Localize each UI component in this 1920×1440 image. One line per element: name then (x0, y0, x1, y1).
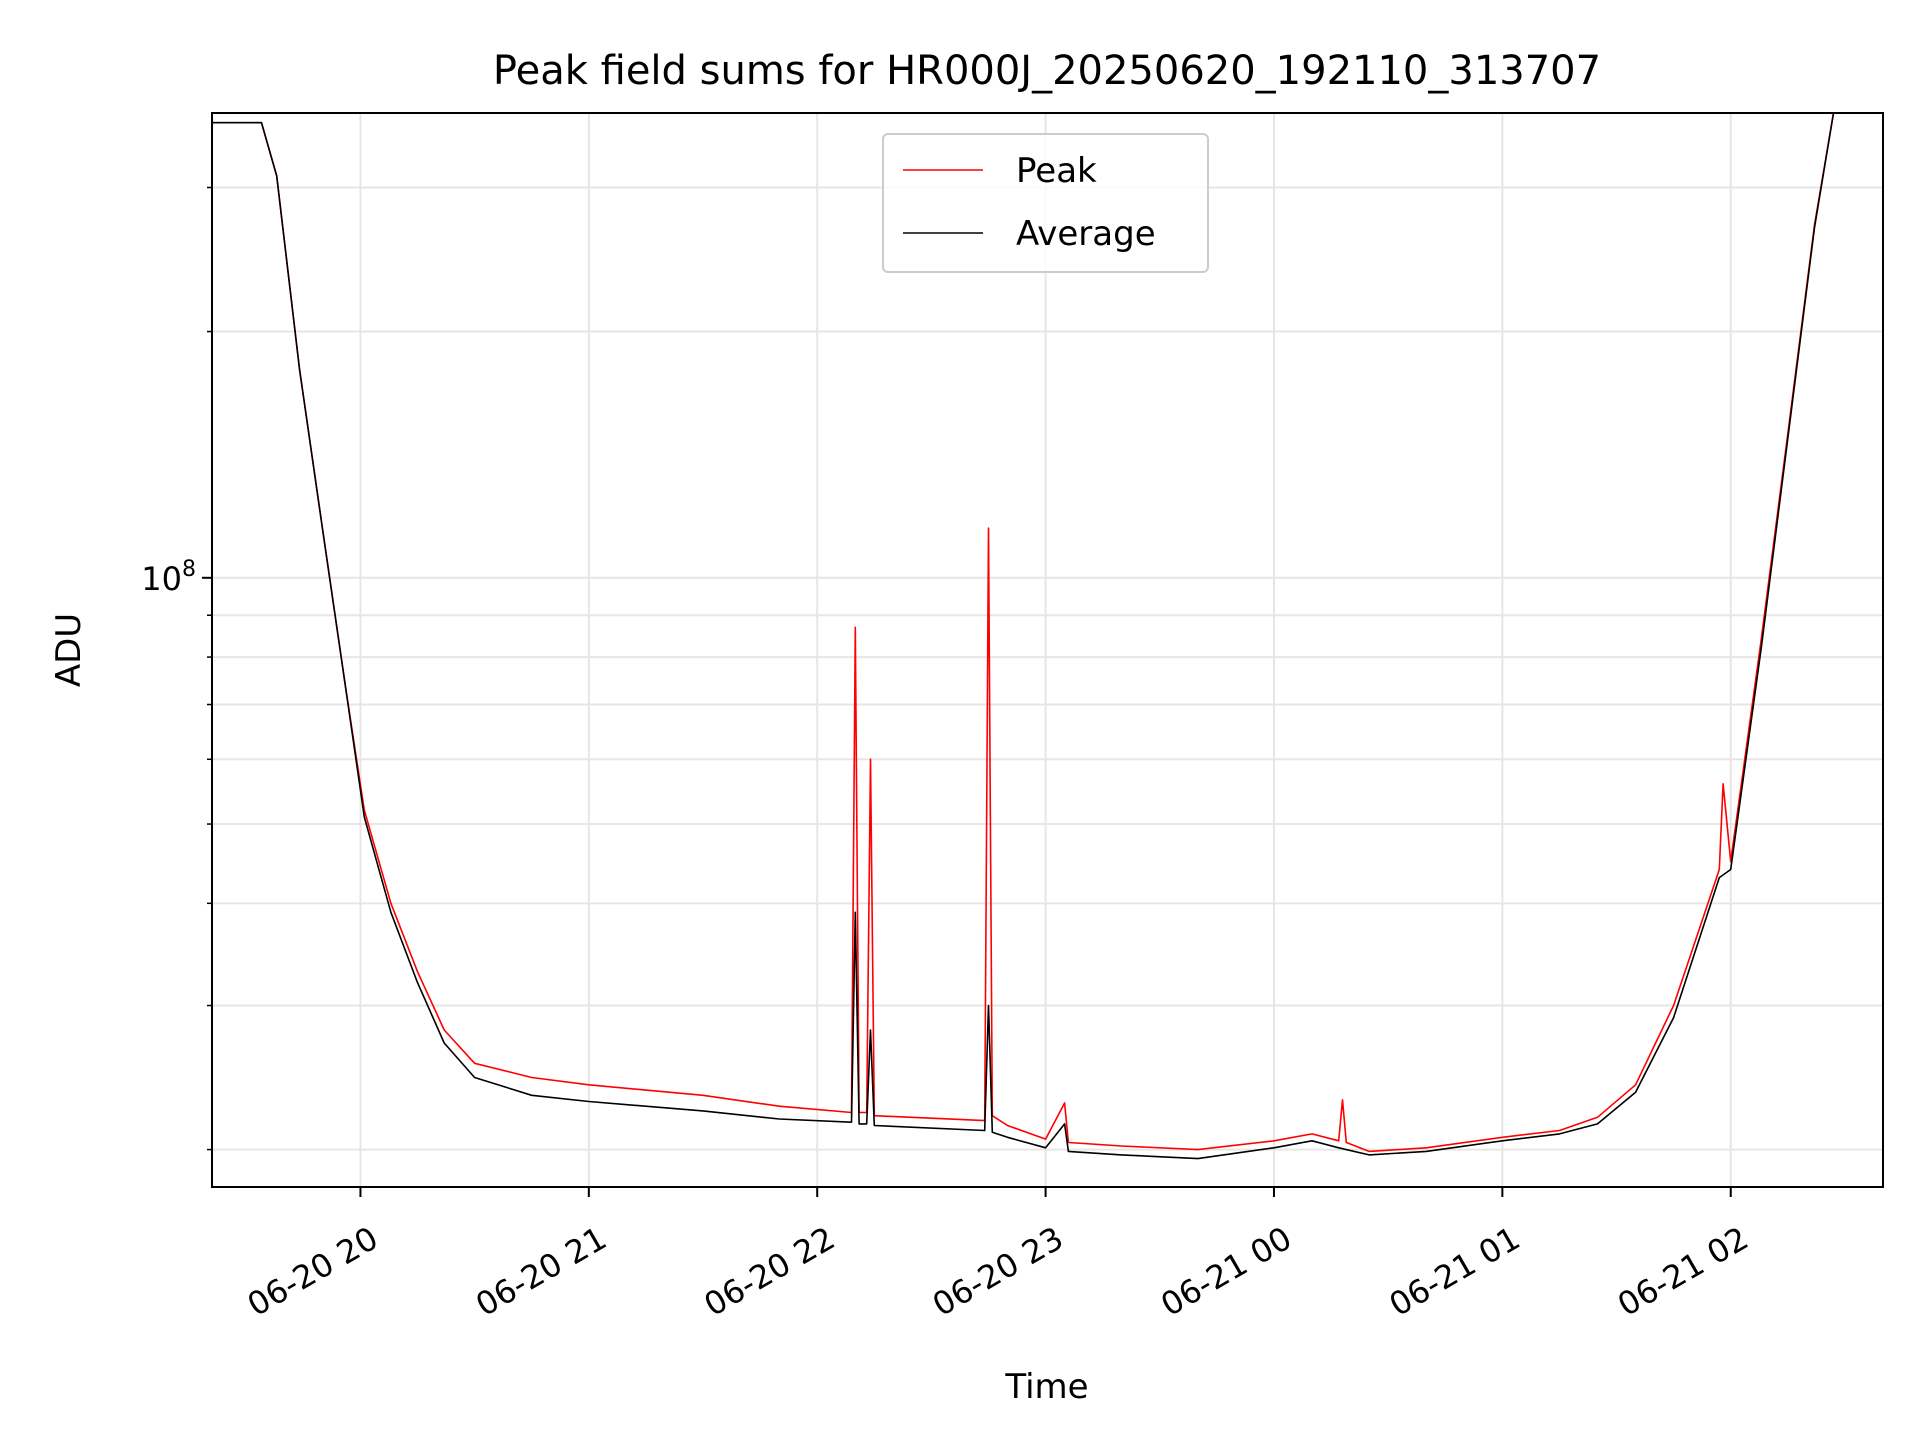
plot-frame (211, 112, 1884, 1188)
series-line-average (212, 113, 1883, 1160)
x-tick-label: 06-21 01 (1383, 1219, 1527, 1324)
y-axis: 108 (141, 186, 212, 1151)
x-tick-label: 06-21 02 (1611, 1219, 1755, 1324)
grid (212, 113, 1883, 1187)
legend-box (882, 133, 1209, 273)
chart-title: Peak field sums for HR000J_20250620_1921… (493, 48, 1601, 94)
x-tick-label: 06-20 22 (698, 1219, 842, 1324)
legend-label-peak: Peak (1016, 151, 1097, 191)
series-line-peak (212, 113, 1883, 1153)
x-tick-label: 06-21 00 (1154, 1219, 1298, 1324)
x-axis: 06-20 20 06-20 21 06-20 22 06-20 23 06-21 00… (241, 1187, 1755, 1324)
y-axis-label: ADU (49, 613, 89, 687)
y-tick-label: 108 (141, 557, 196, 598)
x-tick-label: 06-20 20 (241, 1219, 385, 1324)
x-axis-label: Time (1004, 1367, 1088, 1407)
legend: Peak Average (882, 133, 1209, 273)
x-tick-label: 06-20 23 (926, 1219, 1070, 1324)
legend-label-average: Average (1016, 214, 1156, 254)
x-tick-label: 06-20 21 (469, 1219, 613, 1324)
series-layer (212, 113, 1883, 1160)
